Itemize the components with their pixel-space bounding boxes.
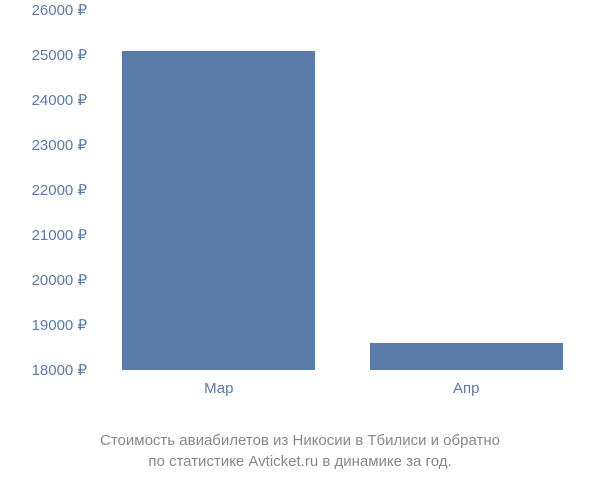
y-axis: 18000 ₽ 19000 ₽ 20000 ₽ 21000 ₽ 22000 ₽ 23000…: [0, 0, 95, 390]
caption-line2: по статистике Avticket.ru в динамике за …: [148, 453, 451, 470]
y-tick-label: 21000 ₽: [32, 226, 87, 244]
caption: Стоимость авиабилетов из Никосии в Тбили…: [0, 430, 600, 472]
y-tick-label: 25000 ₽: [32, 46, 87, 64]
bar: [370, 343, 563, 370]
y-tick-label: 18000 ₽: [32, 361, 87, 379]
y-tick-label: 19000 ₽: [32, 316, 87, 334]
y-tick-label: 22000 ₽: [32, 181, 87, 199]
y-tick-label: 26000 ₽: [32, 1, 87, 19]
x-tick-label: Апр: [453, 380, 479, 397]
chart-container: 18000 ₽ 19000 ₽ 20000 ₽ 21000 ₽ 22000 ₽ 23000…: [0, 0, 600, 420]
x-axis: Мар Апр: [95, 375, 590, 405]
bar: [122, 51, 315, 371]
y-tick-label: 20000 ₽: [32, 271, 87, 289]
plot-area: [95, 10, 590, 370]
y-tick-label: 23000 ₽: [32, 136, 87, 154]
caption-line1: Стоимость авиабилетов из Никосии в Тбили…: [100, 432, 500, 449]
x-tick-label: Мар: [204, 380, 233, 397]
y-tick-label: 24000 ₽: [32, 91, 87, 109]
